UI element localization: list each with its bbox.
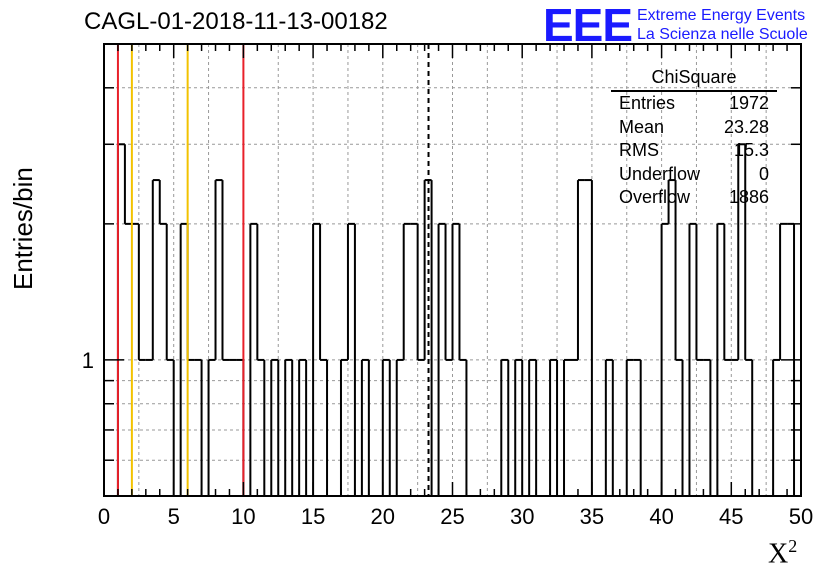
stats-row-underflow: Underflow 0 xyxy=(611,163,777,187)
x-tick-label: 45 xyxy=(719,504,743,529)
x-axis-label-text: X xyxy=(768,538,789,570)
y-axis-label: Entries/bin xyxy=(8,167,38,290)
stats-value: 1886 xyxy=(728,187,769,207)
x-tick-label: 10 xyxy=(231,504,255,529)
stats-value: 15.3 xyxy=(733,140,769,160)
x-tick-label: 40 xyxy=(649,504,673,529)
x-tick-label: 25 xyxy=(440,504,464,529)
chart-title: CAGL-01-2018-11-13-00182 xyxy=(84,8,388,35)
histogram-bins xyxy=(116,143,796,497)
x-axis-ticks: 0 5 10 15 20 25 30 35 40 45 50 xyxy=(98,44,813,529)
stats-label: Entries xyxy=(619,93,676,113)
x-tick-label: 30 xyxy=(510,504,534,529)
x-axis-label-superscript: 2 xyxy=(788,536,798,556)
y-axis-ticks: 1 xyxy=(82,43,801,461)
stats-title: ChiSquare xyxy=(611,66,777,92)
stats-box: ChiSquare Entries 1972 Mean 23.28 RMS 15.3 … xyxy=(611,66,777,210)
stats-label: RMS xyxy=(619,140,659,160)
x-tick-label: 15 xyxy=(301,504,325,529)
x-tick-label: 20 xyxy=(371,504,395,529)
x-tick-label: 35 xyxy=(580,504,604,529)
stats-row-overflow: Overflow 1886 xyxy=(611,186,777,210)
stats-row-entries: Entries 1972 xyxy=(611,92,777,116)
stats-row-rms: RMS 15.3 xyxy=(611,139,777,163)
stats-label: Mean xyxy=(619,116,665,137)
stats-value: 1972 xyxy=(728,93,769,113)
x-tick-label: 5 xyxy=(168,504,180,529)
stats-value: 23.28 xyxy=(723,116,769,137)
logo-line-1: Extreme Energy Events xyxy=(637,7,806,24)
y-tick-label: 1 xyxy=(82,348,94,373)
stats-label: Overflow xyxy=(619,187,691,207)
stats-value: 0 xyxy=(758,163,769,184)
x-tick-label: 50 xyxy=(789,504,813,529)
x-axis-label: X2 xyxy=(768,536,797,570)
logo-mark: EEE xyxy=(543,0,633,51)
reference-lines xyxy=(116,44,430,496)
logo-text: Extreme Energy Events La Scienza nelle S… xyxy=(637,6,808,44)
stats-row-mean: Mean 23.28 xyxy=(611,116,777,140)
logo-line-2: La Scienza nelle Scuole xyxy=(637,26,808,43)
x-tick-label: 0 xyxy=(98,504,110,529)
stats-label: Underflow xyxy=(619,163,701,184)
